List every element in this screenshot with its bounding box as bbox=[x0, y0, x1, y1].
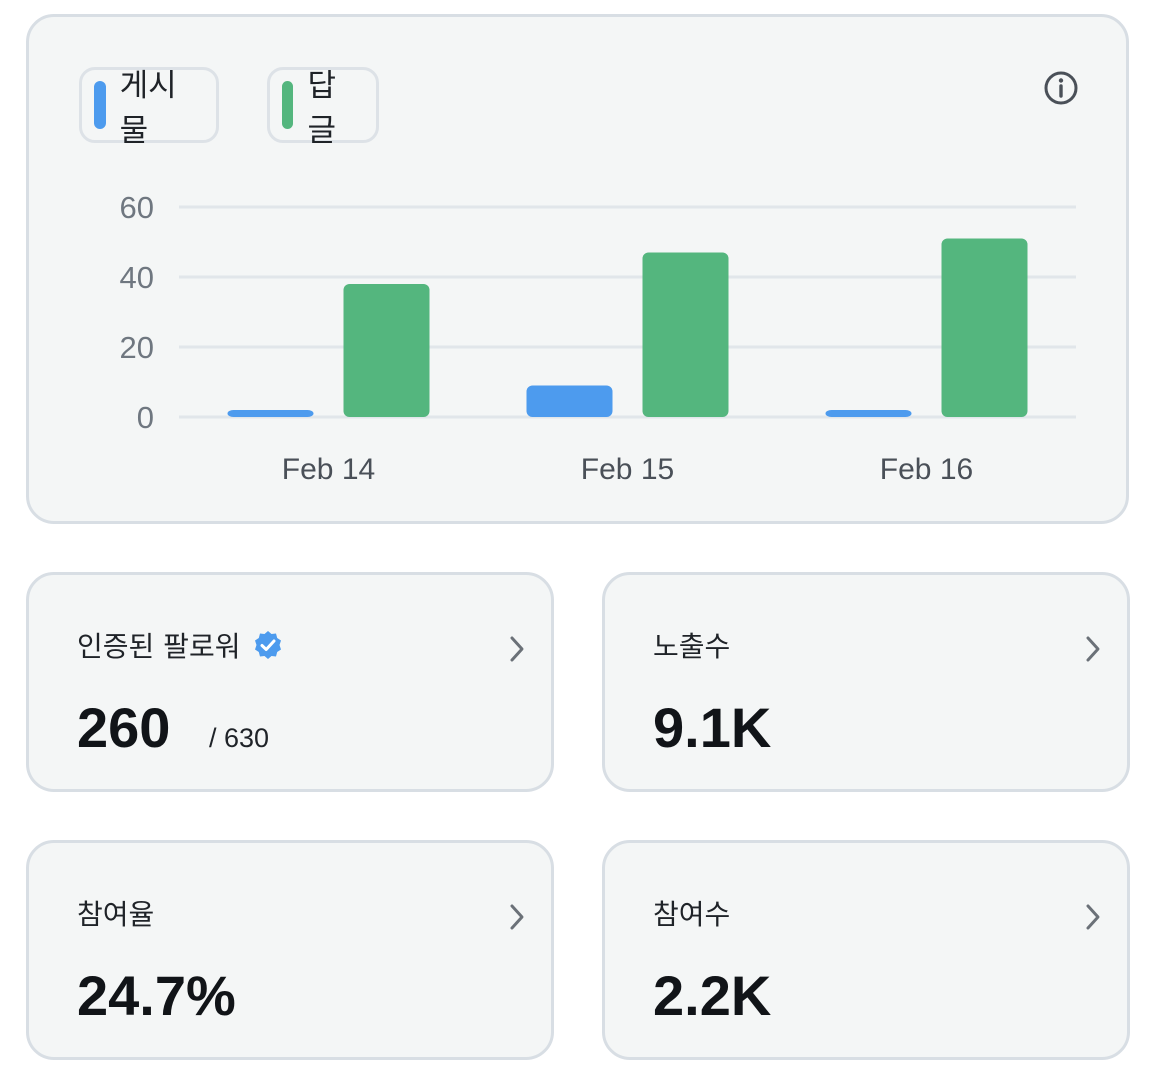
impressions-title: 노출수 bbox=[653, 625, 730, 665]
legend-replies[interactable]: 답글 bbox=[267, 67, 379, 149]
verified-followers-label: 인증된 팔로워 bbox=[77, 630, 241, 663]
chevron-right-icon bbox=[1086, 636, 1100, 662]
y-tick-label: 40 bbox=[120, 260, 154, 295]
engagement-rate-card[interactable]: 참여율 24.7% bbox=[26, 840, 554, 1060]
impressions-label: 노출수 bbox=[653, 630, 731, 663]
y-tick-label: 0 bbox=[137, 400, 154, 435]
y-tick-label: 20 bbox=[120, 330, 154, 365]
engagements-label: 참여수 bbox=[653, 898, 731, 931]
replies-bar bbox=[642, 252, 729, 417]
bar-chart: 0 20 40 60 Feb 14 Feb 15 Feb 16 bbox=[120, 190, 1076, 486]
total-followers-value: / 630 bbox=[209, 723, 270, 753]
engagement-rate-value: 24.7% bbox=[77, 964, 236, 1027]
impressions-value: 9.1K bbox=[653, 696, 772, 759]
x-tick-label: Feb 16 bbox=[880, 453, 973, 486]
engagement-rate-label: 참여율 bbox=[77, 898, 155, 931]
verified-badge-icon bbox=[255, 631, 282, 659]
replies-swatch bbox=[282, 81, 294, 129]
legend-replies-label: 답글 bbox=[307, 68, 336, 149]
engagement-rate-title: 참여율 bbox=[77, 893, 154, 933]
activity-chart-card: 게시물 답글 0 20 40 60 Feb 14 Feb 15 Feb 16 bbox=[26, 14, 1129, 524]
legend-posts-label: 게시물 bbox=[119, 68, 177, 149]
verified-followers-card[interactable]: 인증된 팔로워 260 / 630 bbox=[26, 572, 554, 792]
y-tick-label: 60 bbox=[120, 190, 154, 225]
info-icon[interactable] bbox=[1042, 69, 1080, 107]
verified-followers-value: 260 bbox=[77, 696, 171, 759]
x-tick-label: Feb 15 bbox=[581, 453, 674, 486]
engagements-title: 참여수 bbox=[653, 893, 730, 933]
replies-bar bbox=[343, 284, 430, 417]
x-tick-label: Feb 14 bbox=[282, 453, 375, 486]
posts-bar bbox=[526, 385, 613, 417]
posts-bar bbox=[227, 410, 314, 417]
chevron-right-icon bbox=[1086, 904, 1100, 930]
posts-swatch bbox=[94, 81, 106, 129]
chevron-right-icon bbox=[510, 904, 524, 930]
verified-followers-title: 인증된 팔로워 bbox=[77, 625, 284, 665]
legend-posts[interactable]: 게시물 bbox=[79, 67, 219, 149]
chevron-right-icon bbox=[510, 636, 524, 662]
impressions-card[interactable]: 노출수 9.1K bbox=[602, 572, 1130, 792]
engagements-card[interactable]: 참여수 2.2K bbox=[602, 840, 1130, 1060]
posts-bar bbox=[825, 410, 912, 417]
replies-bar bbox=[941, 238, 1028, 417]
engagements-value: 2.2K bbox=[653, 964, 772, 1027]
